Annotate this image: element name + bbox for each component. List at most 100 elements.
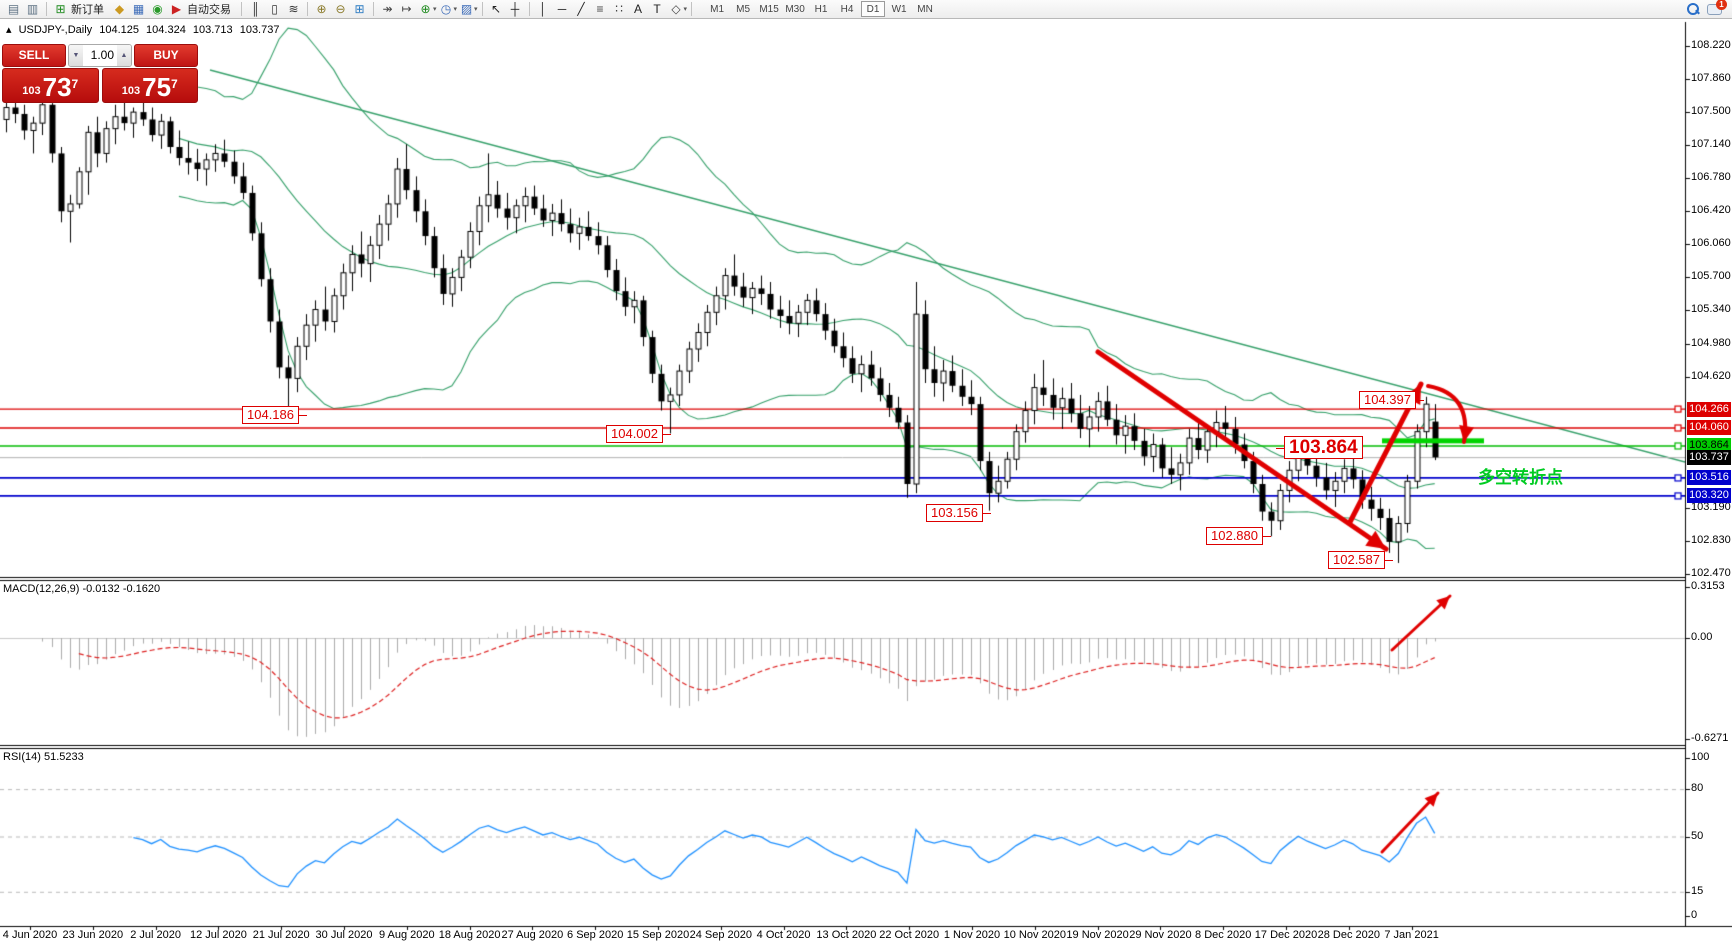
templates-icon-dropdown[interactable]: ▾	[474, 6, 478, 13]
volume-down-button[interactable]: ▼	[69, 45, 83, 66]
date-axis-label: 27 Aug 2020	[501, 929, 564, 941]
eraser-icon[interactable]: ◆	[114, 2, 125, 16]
signal-icon[interactable]: ◉	[152, 2, 163, 16]
price-tag[interactable]: 104.002	[606, 425, 671, 443]
notification-badge: 1	[1716, 0, 1727, 10]
price-axis-tick: 104.620	[1691, 369, 1731, 382]
auto-trading-icon-label[interactable]: 自动交易	[187, 4, 231, 16]
zoom-out-icon[interactable]: ⊖	[335, 2, 346, 16]
sell-price-figure: 103	[22, 85, 41, 97]
periods-icon-dropdown[interactable]: ▾	[453, 6, 458, 13]
timeframe-w1[interactable]: W1	[891, 4, 907, 15]
timeframe-m15[interactable]: M15	[759, 4, 779, 15]
price-axis-tick: 105.340	[1691, 303, 1731, 316]
terminal-window-icon[interactable]: ▤	[7, 2, 20, 16]
bar-chart-icon[interactable]: ║	[251, 2, 260, 16]
date-axis-label: 2 Jul 2020	[130, 929, 181, 941]
macd-axis-tick: 0.00	[1691, 631, 1713, 643]
label-icon[interactable]: T	[653, 2, 661, 16]
axis-price-label: 104.060	[1687, 420, 1731, 436]
price-tag[interactable]: 104.397	[1359, 391, 1424, 409]
volume-input[interactable]: 1.00	[90, 48, 114, 62]
macd-label: MACD(12,26,9) -0.0132 -0.1620	[3, 583, 161, 595]
toolbar-separator	[241, 2, 242, 16]
templates-icon[interactable]: ▨	[460, 2, 473, 16]
market-watch-icon[interactable]: ▥	[26, 2, 39, 16]
trendline-icon[interactable]: ╱	[577, 2, 585, 16]
chat-icon[interactable]: 1	[1707, 0, 1727, 15]
grid-tool-icon[interactable]: ∷	[615, 2, 623, 16]
sell-price-display[interactable]: 103 73 7	[2, 68, 99, 103]
indicators-icon-dropdown[interactable]: ▾	[433, 6, 437, 13]
date-axis-label: 21 Jul 2020	[252, 929, 310, 941]
new-order-icon[interactable]: ⊞	[55, 2, 66, 16]
zoom-in-icon[interactable]: ⊕	[316, 2, 327, 16]
timeframe-d1[interactable]: D1	[861, 1, 886, 17]
macd-axis-tick: -0.6271	[1691, 732, 1729, 745]
rsi-axis-tick: 0	[1691, 908, 1698, 921]
vertical-line-icon[interactable]: │	[539, 2, 547, 16]
price-axis-tick: 107.500	[1691, 105, 1731, 118]
date-axis-label: 22 Oct 2020	[879, 929, 940, 941]
sell-price-point: 7	[71, 77, 79, 91]
date-axis-label: 30 Jul 2020	[315, 929, 373, 941]
date-axis-label: 6 Sep 2020	[567, 929, 624, 941]
cursor-icon[interactable]: ↖	[491, 2, 502, 16]
indicators-icon[interactable]: ⊕	[420, 2, 431, 16]
price-tag[interactable]: 104.186	[242, 406, 307, 424]
text-annotation[interactable]: 多空转折点	[1478, 468, 1563, 487]
date-axis-label: 1 Nov 2020	[943, 929, 1001, 941]
toolbar-separator	[481, 2, 483, 16]
buy-price-point: 7	[171, 77, 178, 91]
candlestick-chart-icon[interactable]: ▯	[271, 2, 278, 16]
auto-trading-icon[interactable]: ▶	[171, 2, 182, 16]
chart-shift-icon[interactable]: ↦	[401, 2, 412, 16]
axis-price-label: 103.864	[1687, 438, 1731, 454]
price-tag[interactable]: 103.864	[1276, 436, 1363, 459]
tile-windows-icon[interactable]: ⊞	[354, 2, 365, 16]
buy-price-display[interactable]: 103 75 7	[101, 68, 198, 103]
timeframe-mn[interactable]: MN	[917, 4, 933, 15]
price-axis-tick: 108.220	[1691, 39, 1731, 51]
price-tag[interactable]: 103.156	[926, 504, 991, 522]
timeframe-m5[interactable]: M5	[736, 4, 751, 15]
auto-scroll-icon[interactable]: ↠	[382, 2, 393, 16]
shapes-icon-dropdown[interactable]: ▾	[683, 6, 688, 13]
price-tag[interactable]: 102.587	[1328, 551, 1393, 569]
timeframe-h1[interactable]: H1	[814, 4, 828, 15]
one-click-trading-panel: SELL ▼ 1.00 ▲ BUY 103 73 7 103 75 7	[2, 44, 198, 103]
new-order-icon-label[interactable]: 新订单	[71, 4, 104, 16]
timeframe-m1[interactable]: M1	[710, 4, 725, 15]
symbol-name: USDJPY-,Daily	[18, 24, 93, 36]
date-axis-label: 17 Dec 2020	[1254, 929, 1318, 941]
timeframe-m30[interactable]: M30	[785, 4, 805, 15]
price-tag[interactable]: 102.880	[1206, 527, 1271, 545]
line-chart-icon[interactable]: ≋	[288, 2, 299, 16]
search-icon[interactable]	[1687, 3, 1699, 15]
price-axis-tick: 106.060	[1691, 237, 1731, 250]
toolbar-separator	[307, 2, 308, 16]
sell-price-pips: 73	[42, 72, 72, 102]
timeframe-h4[interactable]: H4	[840, 4, 854, 15]
price-axis-tick: 102.830	[1691, 533, 1731, 546]
shapes-icon[interactable]: ◇	[671, 2, 681, 16]
buy-price-figure: 103	[121, 85, 141, 97]
buy-price-pips: 75	[142, 72, 172, 102]
rsi-axis-tick: 80	[1691, 782, 1704, 795]
toolbar-separator	[46, 2, 47, 16]
quote-open: 104.125	[99, 24, 139, 36]
date-axis-label: 7 Jan 2021	[1384, 929, 1439, 941]
history-center-icon[interactable]: ▦	[132, 2, 145, 16]
periods-icon[interactable]: ◷	[440, 2, 452, 16]
crosshair-icon[interactable]: ┼	[510, 2, 520, 16]
buy-button[interactable]: BUY	[134, 44, 198, 67]
date-axis-label: 23 Jun 2020	[62, 929, 124, 941]
sell-button[interactable]: SELL	[2, 44, 66, 67]
date-axis-label: 28 Dec 2020	[1317, 929, 1380, 941]
rsi-label: RSI(14) 51.5233	[3, 751, 84, 763]
text-icon[interactable]: A	[634, 2, 643, 16]
horizontal-line-icon[interactable]: ─	[557, 2, 567, 16]
fibonacci-icon[interactable]: ≡	[596, 2, 604, 16]
volume-up-button[interactable]: ▲	[117, 45, 131, 66]
